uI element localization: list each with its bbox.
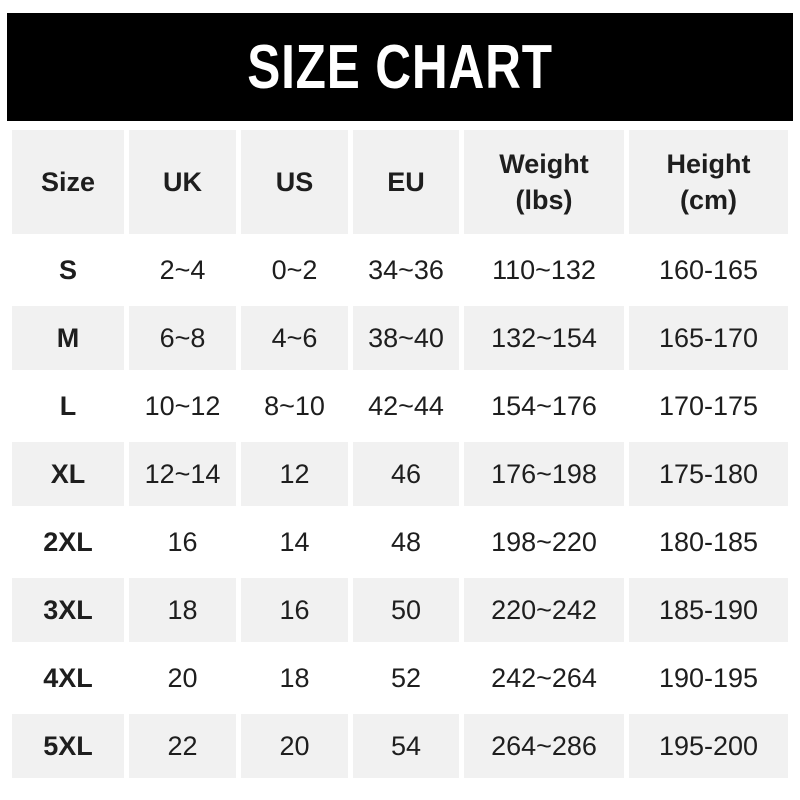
cell-eu: 52 xyxy=(353,646,459,710)
cell-us: 16 xyxy=(241,578,348,642)
cell-uk: 20 xyxy=(129,646,236,710)
table-row-xl: XL 12~14 12 46 176~198 175-180 xyxy=(12,442,788,506)
cell-us: 20 xyxy=(241,714,348,778)
page: SIZE CHART Size UK US EU Weight (lbs) He… xyxy=(0,13,800,800)
cell-weight: 242~264 xyxy=(464,646,624,710)
cell-height: 175-180 xyxy=(629,442,788,506)
cell-us: 0~2 xyxy=(241,238,348,302)
cell-us: 8~10 xyxy=(241,374,348,438)
table-row-3xl: 3XL 18 16 50 220~242 185-190 xyxy=(12,578,788,642)
cell-us: 14 xyxy=(241,510,348,574)
cell-height: 195-200 xyxy=(629,714,788,778)
table-row-m: M 6~8 4~6 38~40 132~154 165-170 xyxy=(12,306,788,370)
cell-height: 180-185 xyxy=(629,510,788,574)
table-row-4xl: 4XL 20 18 52 242~264 190-195 xyxy=(12,646,788,710)
size-chart-banner: SIZE CHART xyxy=(7,13,793,121)
cell-size: 2XL xyxy=(12,510,124,574)
cell-eu: 38~40 xyxy=(353,306,459,370)
table-row-2xl: 2XL 16 14 48 198~220 180-185 xyxy=(12,510,788,574)
cell-eu: 34~36 xyxy=(353,238,459,302)
header-cell-height: Height (cm) xyxy=(629,130,788,234)
cell-weight: 220~242 xyxy=(464,578,624,642)
cell-size: 5XL xyxy=(12,714,124,778)
cell-uk: 22 xyxy=(129,714,236,778)
cell-eu: 46 xyxy=(353,442,459,506)
cell-weight: 132~154 xyxy=(464,306,624,370)
cell-eu: 50 xyxy=(353,578,459,642)
header-cell-size: Size xyxy=(12,130,124,234)
cell-height: 170-175 xyxy=(629,374,788,438)
cell-uk: 10~12 xyxy=(129,374,236,438)
cell-us: 12 xyxy=(241,442,348,506)
cell-us: 18 xyxy=(241,646,348,710)
cell-height: 190-195 xyxy=(629,646,788,710)
cell-eu: 42~44 xyxy=(353,374,459,438)
cell-height: 185-190 xyxy=(629,578,788,642)
cell-weight: 176~198 xyxy=(464,442,624,506)
cell-height: 165-170 xyxy=(629,306,788,370)
cell-uk: 6~8 xyxy=(129,306,236,370)
cell-uk: 18 xyxy=(129,578,236,642)
cell-uk: 2~4 xyxy=(129,238,236,302)
cell-size: 4XL xyxy=(12,646,124,710)
header-cell-uk: UK xyxy=(129,130,236,234)
cell-size: XL xyxy=(12,442,124,506)
table-row-5xl: 5XL 22 20 54 264~286 195-200 xyxy=(12,714,788,778)
cell-weight: 198~220 xyxy=(464,510,624,574)
cell-uk: 12~14 xyxy=(129,442,236,506)
size-chart-title: SIZE CHART xyxy=(247,32,553,102)
header-row: Size UK US EU Weight (lbs) Height (cm) xyxy=(12,130,788,234)
cell-size: L xyxy=(12,374,124,438)
cell-size: M xyxy=(12,306,124,370)
cell-weight: 154~176 xyxy=(464,374,624,438)
cell-weight: 110~132 xyxy=(464,238,624,302)
table-row-s: S 2~4 0~2 34~36 110~132 160-165 xyxy=(12,238,788,302)
table-row-l: L 10~12 8~10 42~44 154~176 170-175 xyxy=(12,374,788,438)
header-cell-weight: Weight (lbs) xyxy=(464,130,624,234)
header-cell-us: US xyxy=(241,130,348,234)
cell-eu: 48 xyxy=(353,510,459,574)
cell-size: 3XL xyxy=(12,578,124,642)
cell-height: 160-165 xyxy=(629,238,788,302)
cell-uk: 16 xyxy=(129,510,236,574)
cell-us: 4~6 xyxy=(241,306,348,370)
cell-weight: 264~286 xyxy=(464,714,624,778)
size-chart-table: Size UK US EU Weight (lbs) Height (cm) S… xyxy=(7,126,793,782)
cell-eu: 54 xyxy=(353,714,459,778)
cell-size: S xyxy=(12,238,124,302)
header-cell-eu: EU xyxy=(353,130,459,234)
